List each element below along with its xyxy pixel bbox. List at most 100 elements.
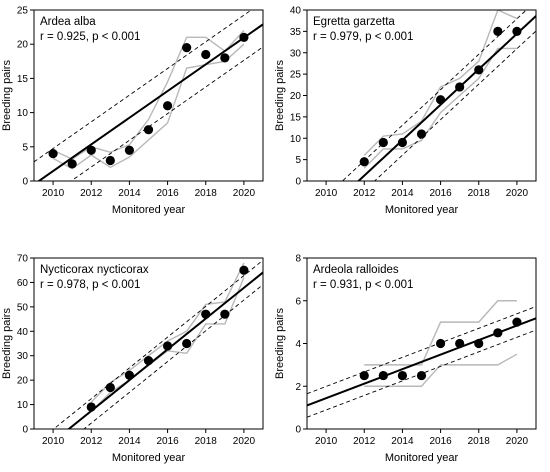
x-tick-label: 2016 <box>429 436 452 447</box>
plot-area <box>52 259 263 429</box>
x-tick-label: 2020 <box>506 188 529 199</box>
chart-panel-4: 2010 2012 2014 2016 2018 2020 0 2 4 6 8 Monitored y… <box>274 254 537 464</box>
y-tick-label: 60 <box>17 278 29 289</box>
y-tick-label: 10 <box>290 134 302 145</box>
chart-panel-1: 2010 2012 2014 2016 2018 2020 0 5 10 15 20 25 Monito… <box>1 6 264 216</box>
x-tick-label: 2018 <box>468 436 491 447</box>
x-tick-label: 2012 <box>353 436 376 447</box>
data-point <box>416 129 427 139</box>
data-point <box>435 95 446 105</box>
x-axis-label: Monitored year <box>112 204 186 216</box>
data-point <box>455 338 465 349</box>
stats-text: r = 0.978, p < 0.001 <box>40 279 140 291</box>
data-point <box>378 137 388 148</box>
plot-frame <box>33 9 264 182</box>
y-tick-label: 35 <box>290 27 302 38</box>
data-point <box>397 137 408 148</box>
stats-text: r = 0.925, p < 0.001 <box>40 31 140 43</box>
data-point <box>474 338 484 349</box>
y-tick-label: 2 <box>295 382 301 393</box>
gray-upper-line <box>363 10 518 156</box>
x-tick-label: 2012 <box>80 188 103 199</box>
ci-upper-line <box>341 10 528 181</box>
gray-lower-line <box>364 353 518 387</box>
y-tick-label: 5 <box>295 155 301 166</box>
x-tick-label: 2014 <box>391 436 414 447</box>
gray-lower-line <box>90 277 245 413</box>
y-axis-label: Breeding pairs <box>274 60 286 131</box>
regression-line <box>357 15 536 181</box>
chart-panel-3: 2010 2012 2014 2016 2018 2020 0 10 20 30 40 50 60 70 M… <box>1 254 264 464</box>
x-axis-label: Monitored year <box>385 452 459 464</box>
x-tick-label: 2010 <box>42 188 65 199</box>
x-tick-label: 2018 <box>468 188 491 199</box>
y-axis-label: Breeding pairs <box>1 60 13 131</box>
data-point <box>512 317 522 327</box>
x-tick-label: 2014 <box>118 188 141 199</box>
x-tick-label: 2018 <box>195 436 218 447</box>
data-point <box>124 145 135 155</box>
y-tick-label: 50 <box>17 302 29 313</box>
ci-upper-line <box>34 10 253 163</box>
data-point <box>105 155 115 166</box>
x-tick-label: 2012 <box>80 436 103 447</box>
y-tick-label: 4 <box>295 339 301 350</box>
data-point <box>86 402 96 412</box>
x-tick-label: 2018 <box>195 188 218 199</box>
data-point <box>435 338 446 349</box>
x-tick-label: 2012 <box>353 188 376 199</box>
data-point <box>182 338 192 349</box>
data-point <box>220 53 230 63</box>
data-point <box>378 370 388 381</box>
x-tick-label: 2010 <box>42 436 65 447</box>
gray-upper-line <box>52 30 245 160</box>
x-tick-label: 2010 <box>315 188 338 199</box>
plot-frame <box>33 257 264 430</box>
stats-text: r = 0.931, p < 0.001 <box>313 279 413 291</box>
data-point <box>220 309 230 319</box>
species-name: Ardea alba <box>40 16 96 28</box>
x-tick-label: 2014 <box>118 436 141 447</box>
data-point <box>493 328 503 338</box>
y-tick-label: 0 <box>22 177 28 188</box>
x-tick-label: 2020 <box>233 188 256 199</box>
data-point <box>359 157 369 167</box>
stats-text: r = 0.979, p < 0.001 <box>313 31 413 43</box>
x-axis-label: Monitored year <box>112 452 186 464</box>
data-point <box>493 26 503 36</box>
x-tick-label: 2020 <box>233 436 256 447</box>
y-tick-label: 25 <box>290 70 302 81</box>
data-point <box>455 82 465 92</box>
data-point <box>416 370 427 381</box>
gray-upper-line <box>364 300 517 366</box>
data-point <box>162 341 173 351</box>
chart-panel-2: 2010 2012 2014 2016 2018 2020 0 5 10 15 20 25 30 35 40… <box>274 6 537 216</box>
data-point <box>239 32 249 42</box>
species-name: Egretta garzetta <box>313 16 395 28</box>
data-point <box>201 49 211 60</box>
plot-area <box>307 300 536 418</box>
ci-upper-line <box>307 306 536 395</box>
x-tick-label: 2016 <box>156 436 179 447</box>
data-point <box>162 101 173 111</box>
ci-upper-line <box>52 259 263 429</box>
gray-lower-line <box>52 43 245 170</box>
data-point <box>397 370 408 381</box>
x-tick-label: 2014 <box>391 188 414 199</box>
ci-lower-line <box>70 46 263 181</box>
y-tick-label: 5 <box>22 142 28 153</box>
data-point <box>105 382 115 393</box>
y-tick-label: 0 <box>295 425 301 436</box>
y-axis-label: Breeding pairs <box>274 308 286 379</box>
data-point <box>124 370 135 380</box>
y-tick-label: 20 <box>290 91 302 102</box>
y-tick-label: 10 <box>17 400 29 411</box>
y-axis-label: Breeding pairs <box>1 308 13 379</box>
data-point <box>182 43 192 53</box>
y-tick-label: 20 <box>17 40 29 51</box>
y-tick-label: 0 <box>295 177 301 188</box>
regression-line <box>37 23 263 181</box>
y-tick-label: 15 <box>290 112 302 123</box>
y-tick-label: 15 <box>17 74 29 85</box>
